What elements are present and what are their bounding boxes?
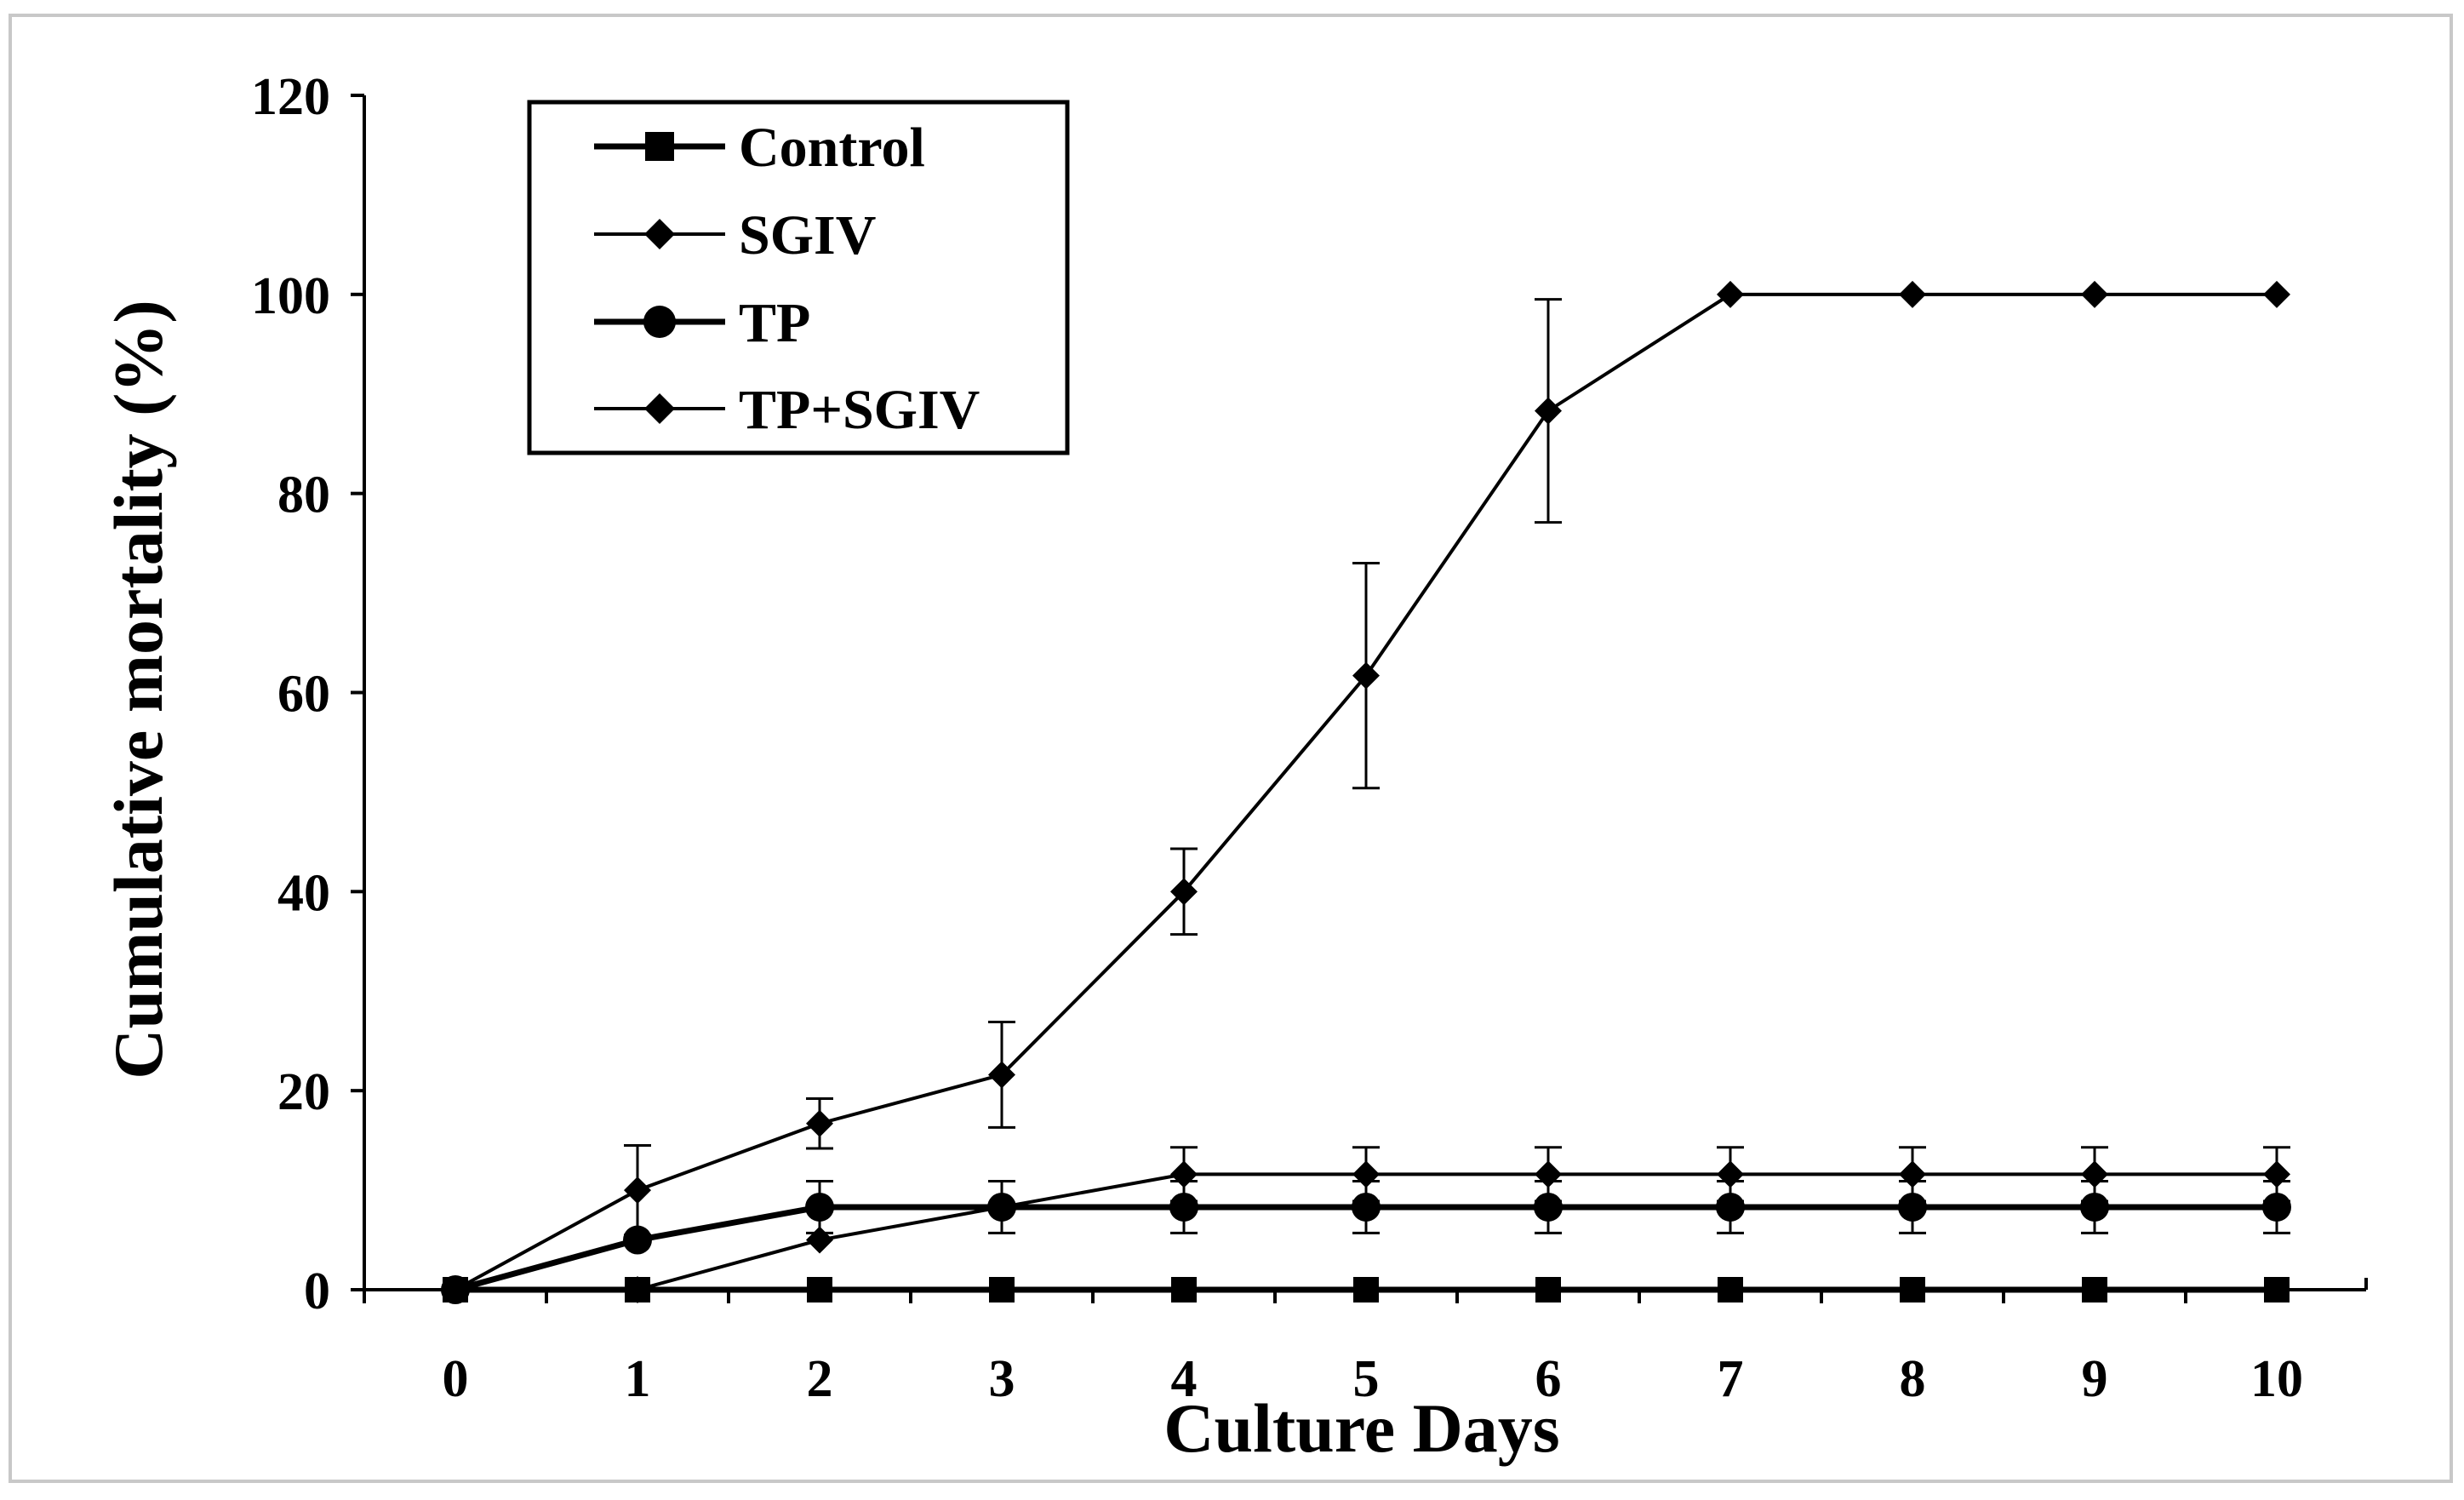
x-tick-label: 7: [1718, 1350, 1744, 1408]
data-point: [1900, 1277, 1925, 1302]
x-tick-label: 6: [1535, 1350, 1562, 1408]
x-tick-label: 0: [443, 1350, 469, 1408]
x-tick-label: 3: [989, 1350, 1015, 1408]
x-tick-label: 5: [1353, 1350, 1380, 1408]
data-point: [2080, 1192, 2109, 1222]
data-point: [987, 1192, 1016, 1222]
x-tick-label: 2: [807, 1350, 833, 1408]
legend-entry-tp: TP: [594, 292, 810, 354]
legend-entry-sgiv: SGIV: [594, 204, 876, 266]
y-tick-label: 60: [277, 666, 330, 724]
x-tick-label: 4: [1171, 1350, 1198, 1408]
series-tp: [441, 1180, 2291, 1304]
data-point: [806, 1109, 833, 1137]
legend-label: Control: [739, 117, 925, 179]
data-point: [1535, 1277, 1561, 1302]
figure-border: [9, 14, 2453, 1483]
y-tick-label: 120: [251, 68, 330, 126]
data-point: [1899, 280, 1926, 308]
data-point: [1716, 1192, 1745, 1222]
data-point: [1534, 1192, 1563, 1222]
data-point: [623, 1225, 652, 1255]
data-point: [624, 1177, 651, 1205]
data-point: [2082, 1277, 2107, 1302]
legend-entry-tp-sgiv: TP+SGIV: [594, 379, 980, 441]
legend-label: SGIV: [739, 204, 876, 266]
data-point: [442, 1276, 469, 1303]
y-tick-label: 80: [277, 467, 330, 524]
data-point: [988, 1061, 1015, 1089]
data-point: [2262, 1192, 2291, 1222]
data-point: [805, 1192, 834, 1222]
y-tick-label: 100: [251, 267, 330, 325]
x-tick-label: 10: [2250, 1350, 2303, 1408]
y-tick-label: 20: [277, 1063, 330, 1121]
data-point: [1170, 878, 1198, 906]
data-point: [1718, 1277, 1743, 1302]
data-point: [2081, 280, 2108, 308]
y-tick-label: 40: [277, 864, 330, 922]
y-axis-label: Cumulative mortality (%): [100, 300, 177, 1079]
data-point: [1352, 661, 1380, 690]
x-tick-label: 1: [625, 1350, 651, 1408]
legend-marker: [643, 306, 676, 338]
x-axis-label: Culture Days: [1163, 1389, 1559, 1467]
legend-marker: [644, 393, 675, 424]
x-tick-label: 8: [1900, 1350, 1926, 1408]
legend-marker: [645, 132, 674, 161]
legend-box: [527, 100, 1070, 455]
data-point: [1717, 280, 1744, 308]
legend-label: TP: [739, 292, 810, 354]
data-point: [625, 1277, 650, 1302]
legend-entry-control: Control: [594, 117, 925, 179]
data-point: [1353, 1277, 1379, 1302]
x-tick-label: 9: [2082, 1350, 2108, 1408]
data-point: [2263, 280, 2290, 308]
data-point: [1169, 1192, 1198, 1222]
y-tick-label: 0: [304, 1262, 330, 1320]
data-point: [1171, 1277, 1197, 1302]
legend-label: TP+SGIV: [739, 379, 980, 441]
data-point: [1898, 1192, 1927, 1222]
data-point: [989, 1277, 1015, 1302]
data-point: [2264, 1277, 2290, 1302]
series-sgiv: [442, 280, 2290, 1303]
data-point: [807, 1277, 832, 1302]
data-point: [1352, 1192, 1381, 1222]
data-point: [1535, 397, 1562, 425]
legend-marker: [644, 219, 675, 249]
